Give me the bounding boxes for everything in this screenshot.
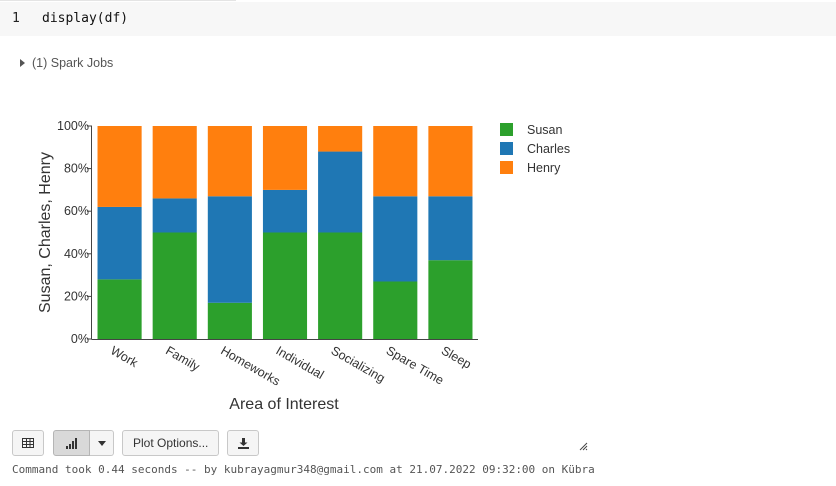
bar-homeworks-charles: [207, 196, 252, 303]
x-tick-label: Family: [163, 343, 203, 374]
plot-options-button[interactable]: Plot Options...: [122, 430, 220, 456]
bar-individual-henry: [262, 126, 308, 190]
download-button[interactable]: [227, 430, 260, 456]
bar-family-henry: [152, 126, 197, 199]
bar-sleep-susan: [428, 260, 473, 339]
y-tick-label: 0%: [71, 332, 89, 346]
stacked-bar-chart: 0%20%40%60%80%100%Work Family HomeworksInd…: [37, 119, 478, 413]
x-tick-label: Work: [108, 343, 141, 370]
x-tick-label: Socializing: [329, 343, 388, 385]
y-tick-label: 80%: [64, 162, 89, 176]
x-tick-label: Sleep: [439, 343, 474, 371]
bar-spare-time-susan: [373, 281, 418, 339]
display-toolbar: Plot Options...: [12, 430, 260, 456]
chart-legend: Susan Charles Henry: [500, 120, 570, 177]
top-divider: [0, 0, 236, 1]
legend-label: Charles: [527, 141, 571, 156]
legend-swatch: [500, 123, 513, 136]
bar-sleep-charles: [428, 196, 473, 261]
x-axis-title: Area of Interest: [229, 396, 339, 413]
command-status: Command took 0.44 seconds -- by kubrayag…: [12, 463, 595, 476]
chart-type-dropdown[interactable]: [90, 430, 114, 456]
y-tick-label: 20%: [64, 289, 89, 303]
legend-item-susan[interactable]: Susan: [500, 120, 570, 139]
bar-sleep-henry: [428, 126, 473, 197]
legend-swatch: [500, 161, 513, 174]
x-tick-label: Homeworks: [218, 343, 282, 388]
download-icon: [237, 437, 249, 449]
bar-socializing-henry: [318, 126, 363, 152]
legend-item-henry[interactable]: Henry: [500, 158, 570, 177]
resize-handle-icon[interactable]: [579, 442, 588, 451]
bar-family-susan: [152, 232, 197, 339]
code-text[interactable]: display(df): [42, 11, 129, 26]
bar-socializing-susan: [318, 232, 363, 339]
legend-label: Henry: [527, 160, 561, 175]
chart-button-group: [53, 430, 114, 456]
bar-individual-charles: [262, 189, 308, 233]
bar-homeworks-henry: [207, 126, 252, 197]
bar-spare-time-charles: [373, 196, 418, 282]
y-tick-label: 40%: [64, 247, 89, 261]
table-view-button[interactable]: [12, 430, 44, 456]
x-tick-label: Spare Time: [384, 343, 446, 387]
caret-right-icon: [20, 59, 25, 67]
bar-family-charles: [152, 198, 197, 233]
y-tick-label: 100%: [57, 119, 89, 133]
line-number: 1: [12, 11, 20, 26]
bar-individual-susan: [262, 232, 308, 339]
y-tick-label: 60%: [64, 204, 89, 218]
y-axis-title: Susan, Charles, Henry: [37, 152, 54, 313]
caret-down-icon: [97, 440, 106, 446]
table-icon: [22, 438, 34, 448]
bar-socializing-charles: [318, 151, 363, 233]
spark-jobs-label: (1) Spark Jobs: [32, 56, 114, 70]
bar-work-charles: [97, 206, 142, 280]
bar-spare-time-henry: [373, 126, 418, 197]
legend-item-charles[interactable]: Charles: [500, 139, 570, 158]
code-cell[interactable]: 1 display(df): [0, 2, 836, 36]
chart-view-button[interactable]: [53, 430, 90, 456]
legend-swatch: [500, 142, 513, 155]
bar-work-susan: [97, 279, 142, 339]
legend-label: Susan: [527, 122, 563, 137]
bar-chart-icon: [65, 437, 77, 449]
bar-homeworks-susan: [207, 302, 252, 339]
chart-area: 0% 20% 40% 60% 80% 100% Work Family Homeworks Ind…: [0, 90, 836, 420]
bar-work-henry: [97, 126, 142, 207]
spark-jobs-toggle[interactable]: (1) Spark Jobs: [20, 56, 113, 70]
